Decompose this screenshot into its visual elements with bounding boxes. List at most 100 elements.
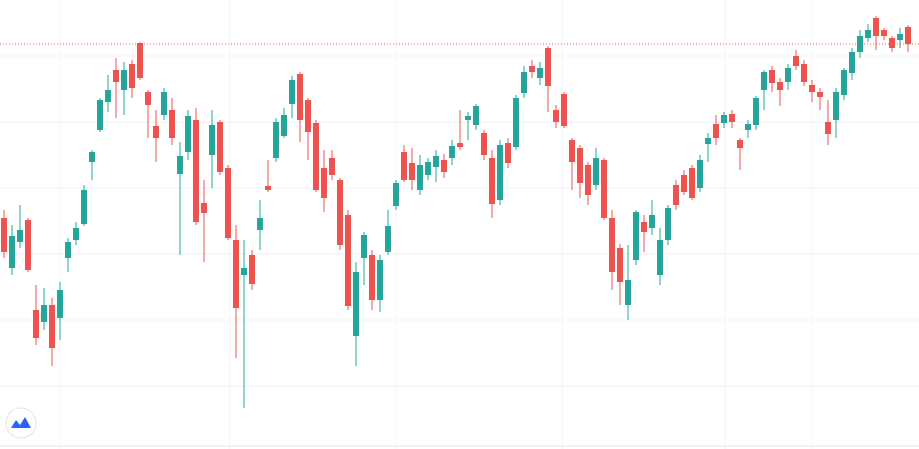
candle-body <box>41 305 47 322</box>
candle-body <box>273 122 279 158</box>
candle-body <box>201 203 207 213</box>
candle-body <box>161 92 167 115</box>
candle-body <box>577 148 583 183</box>
candle-body <box>97 100 103 130</box>
candle-body <box>657 240 663 275</box>
candle-body <box>433 156 439 167</box>
candle-body <box>609 218 615 272</box>
candle-body <box>329 158 335 175</box>
candle-body <box>833 92 839 120</box>
candle-body <box>465 116 471 120</box>
candle-body <box>713 124 719 138</box>
candle-body <box>137 43 143 78</box>
candle-body <box>825 122 831 134</box>
candle-body <box>617 248 623 282</box>
candle-body <box>177 156 183 174</box>
candle-body <box>841 70 847 95</box>
candle-body <box>761 72 767 90</box>
candle-body <box>1 218 7 252</box>
candle-body <box>513 98 519 147</box>
candle-body <box>849 52 855 73</box>
candle-body <box>385 226 391 252</box>
candle-body <box>649 215 655 228</box>
candle-body <box>73 228 79 240</box>
candle-body <box>369 255 375 300</box>
candle-body <box>297 74 303 120</box>
candle-body <box>449 146 455 158</box>
candle-body <box>257 218 263 230</box>
candle-body <box>33 310 39 338</box>
candle-body <box>313 123 319 190</box>
candle-body <box>497 145 503 200</box>
candle-body <box>121 70 127 90</box>
candle-body <box>569 140 575 162</box>
candle-body <box>233 240 239 308</box>
candle-body <box>865 30 871 38</box>
candle-body <box>633 212 639 260</box>
candle-body <box>225 168 231 238</box>
candle-body <box>625 280 631 305</box>
candle-body <box>889 38 895 48</box>
candle-body <box>897 34 903 40</box>
candle-body <box>665 208 671 240</box>
candle-body <box>785 68 791 82</box>
candle-body <box>745 124 751 130</box>
candles <box>0 16 919 408</box>
candle-body <box>585 165 591 195</box>
candle-body <box>545 48 551 86</box>
candle-body <box>593 158 599 185</box>
candle-body <box>857 36 863 52</box>
candle-body <box>9 236 15 268</box>
candle-body <box>601 160 607 218</box>
candle-body <box>481 133 487 155</box>
candle-body <box>689 168 695 198</box>
candle-body <box>65 242 71 258</box>
candle-body <box>17 230 23 242</box>
candle-body <box>409 163 415 180</box>
candle-body <box>153 126 159 138</box>
candle-body <box>553 110 559 122</box>
candle-body <box>561 94 567 126</box>
candle-body <box>441 160 447 172</box>
candle-body <box>193 120 199 222</box>
candle-body <box>881 30 887 36</box>
candle-body <box>145 92 151 105</box>
candle-body <box>753 98 759 125</box>
candle-body <box>425 162 431 175</box>
candle-body <box>401 152 407 180</box>
candle-body <box>289 80 295 104</box>
candle-body <box>801 64 807 82</box>
candle-body <box>25 220 31 270</box>
candle-body <box>113 70 119 82</box>
logo[interactable] <box>5 407 37 439</box>
candle-body <box>729 114 735 122</box>
candle-body <box>641 222 647 232</box>
candle-body <box>209 125 215 155</box>
candle-body <box>489 158 495 204</box>
candle-body <box>473 106 479 125</box>
candle-body <box>697 160 703 188</box>
candle-body <box>673 185 679 205</box>
candle-body <box>681 175 687 192</box>
candle-body <box>105 90 111 102</box>
candle-body <box>249 255 255 284</box>
candle-body <box>185 116 191 152</box>
candle-body <box>281 115 287 136</box>
candle-body <box>361 235 367 258</box>
candle-body <box>321 168 327 198</box>
candle-body <box>721 115 727 123</box>
candle-body <box>353 272 359 336</box>
candle-body <box>49 305 55 348</box>
candle-body <box>873 18 879 36</box>
candle-body <box>737 140 743 148</box>
candle-body <box>521 72 527 93</box>
candle-body <box>777 82 783 90</box>
candle-body <box>305 100 311 132</box>
candle-body <box>57 290 63 318</box>
candle-body <box>89 152 95 162</box>
candle-body <box>505 143 511 163</box>
candle-body <box>345 215 351 306</box>
logo-icon <box>11 417 31 428</box>
